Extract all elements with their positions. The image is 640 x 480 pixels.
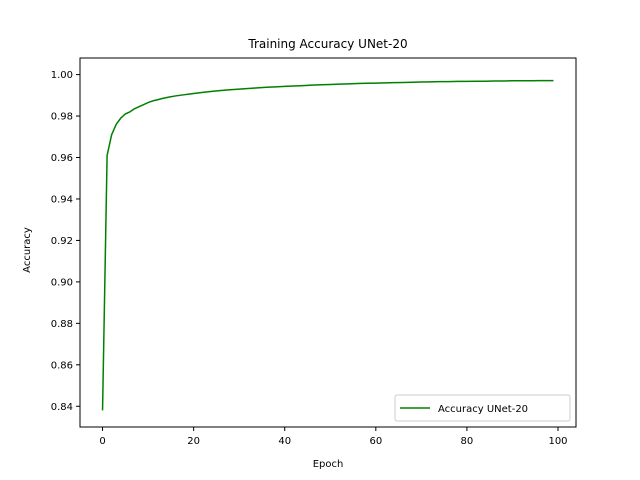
legend-box <box>394 394 571 422</box>
y-tick-label: 0.98 <box>51 112 73 123</box>
legend: Accuracy UNet-20 <box>394 394 571 422</box>
y-tick-label: 1.00 <box>51 70 73 81</box>
x-tick-label: 0 <box>99 436 105 447</box>
y-tick-label: 0.86 <box>51 360 73 371</box>
y-tick-label: 0.88 <box>51 319 73 330</box>
axes-frame <box>79 57 577 428</box>
x-axis-label: Epoch <box>313 459 344 470</box>
y-tick-label: 0.84 <box>51 402 73 413</box>
y-tick-label: 0.96 <box>51 153 73 164</box>
y-tick-label: 0.90 <box>51 277 73 288</box>
x-axis-ticks: 0 20 40 60 80 100 <box>99 427 568 447</box>
y-tick-label: 0.94 <box>51 194 73 205</box>
plot-series <box>101 79 554 411</box>
x-tick-label: 60 <box>369 436 382 447</box>
x-tick-label: 20 <box>187 436 200 447</box>
legend-label: Accuracy UNet-20 <box>438 404 528 415</box>
x-tick-label: 40 <box>278 436 291 447</box>
y-tick-label: 0.92 <box>51 236 73 247</box>
series-line <box>101 79 554 411</box>
y-axis-ticks: 0.84 0.86 0.88 0.90 0.92 0.94 0.96 0.98 1.00 <box>51 70 80 413</box>
chart-title: Training Accuracy UNet-20 <box>247 37 407 51</box>
x-tick-label: 100 <box>548 436 567 447</box>
y-axis-label: Accuracy <box>22 227 33 273</box>
x-tick-label: 80 <box>461 436 474 447</box>
